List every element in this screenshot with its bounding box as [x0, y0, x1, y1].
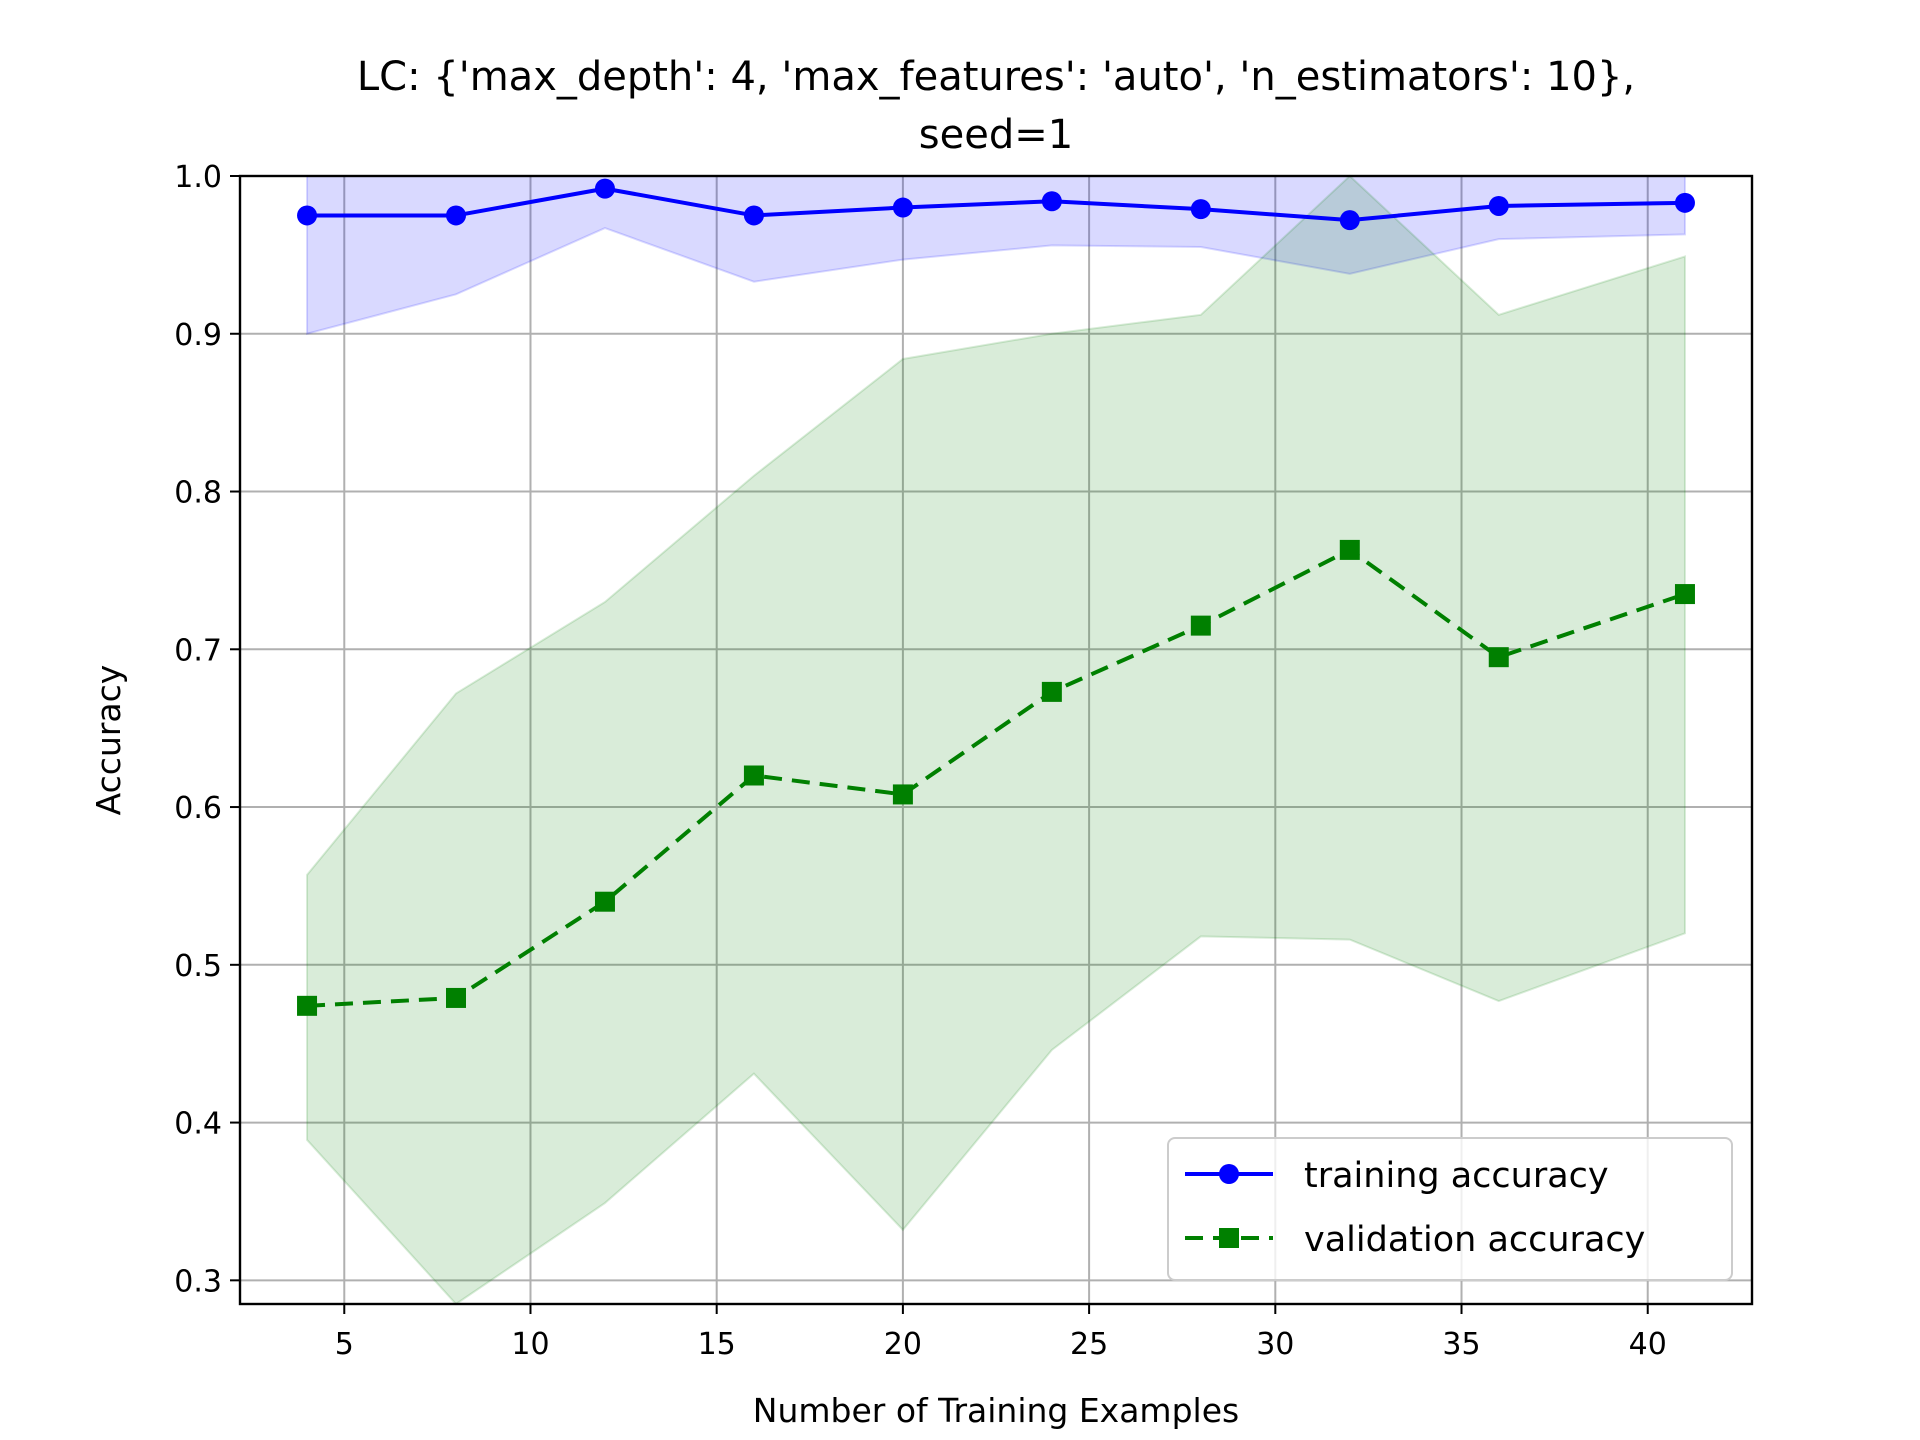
training-accuracy-point: [1041, 191, 1062, 212]
validation-accuracy-point: [594, 891, 615, 912]
training-accuracy-point: [297, 205, 318, 226]
x-tick-label: 5: [335, 1327, 354, 1362]
validation-accuracy-band: [306, 174, 1686, 1306]
training-accuracy-point: [1488, 195, 1509, 216]
y-tick-label: 0.4: [174, 1107, 222, 1142]
validation-accuracy-point: [1041, 681, 1062, 702]
x-tick-label: 10: [511, 1327, 549, 1362]
validation-accuracy-point: [1339, 539, 1360, 560]
legend-validation-marker: [1219, 1228, 1239, 1248]
axis-ticks: 5 10 15 20 25 30 35 40 0.3 0.4 0.5 0.6 0.7 0.8 0.9 1.0: [174, 160, 1667, 1362]
validation-accuracy-point: [892, 784, 913, 805]
training-accuracy-point: [892, 197, 913, 218]
legend-training-marker: [1219, 1164, 1239, 1184]
validation-accuracy-point: [1488, 647, 1509, 668]
legend: training accuracy validation accuracy: [1167, 1137, 1733, 1281]
y-axis-label: Accuracy: [89, 665, 128, 816]
validation-accuracy-point: [1674, 584, 1695, 605]
y-tick-label: 1.0: [174, 160, 222, 195]
y-tick-label: 0.7: [174, 633, 222, 668]
x-tick-label: 40: [1629, 1327, 1667, 1362]
axes-frame: [238, 174, 1754, 1306]
validation-accuracy-point: [446, 987, 466, 1008]
validation-accuracy-point: [297, 995, 318, 1016]
y-tick-label: 0.8: [174, 476, 222, 511]
x-tick-label: 20: [884, 1327, 922, 1362]
validation-accuracy-line: [306, 547, 1686, 1008]
x-axis-label: Number of Training Examples: [753, 1391, 1239, 1430]
x-tick-label: 15: [698, 1327, 736, 1362]
series-markers: [297, 178, 1695, 1016]
training-accuracy-point: [1190, 199, 1211, 220]
legend-training-label: training accuracy: [1304, 1156, 1609, 1196]
x-tick-label: 30: [1256, 1327, 1294, 1362]
chart-title-line-2: seed=1: [919, 112, 1073, 158]
y-tick-label: 0.5: [174, 949, 222, 984]
training-accuracy-point: [1339, 210, 1360, 231]
training-accuracy-point: [743, 205, 764, 226]
y-tick-label: 0.9: [174, 318, 222, 353]
y-tick-label: 0.6: [174, 791, 222, 826]
validation-accuracy-point: [1190, 615, 1211, 636]
chart-title-line-1: LC: {'max_depth': 4, 'max_features': 'au…: [357, 54, 1635, 100]
training-accuracy-point: [1674, 192, 1695, 213]
y-tick-label: 0.3: [174, 1264, 222, 1299]
series-lines: [306, 186, 1686, 1008]
validation-accuracy-point: [743, 765, 764, 786]
legend-validation-label: validation accuracy: [1304, 1220, 1645, 1260]
training-accuracy-point: [594, 178, 615, 199]
legend-box: [1167, 1137, 1733, 1281]
plot-area: [240, 176, 1752, 1304]
x-tick-label: 35: [1442, 1327, 1480, 1362]
training-accuracy-line: [307, 186, 1685, 223]
training-accuracy-point: [446, 205, 466, 226]
x-tick-label: 25: [1070, 1327, 1108, 1362]
